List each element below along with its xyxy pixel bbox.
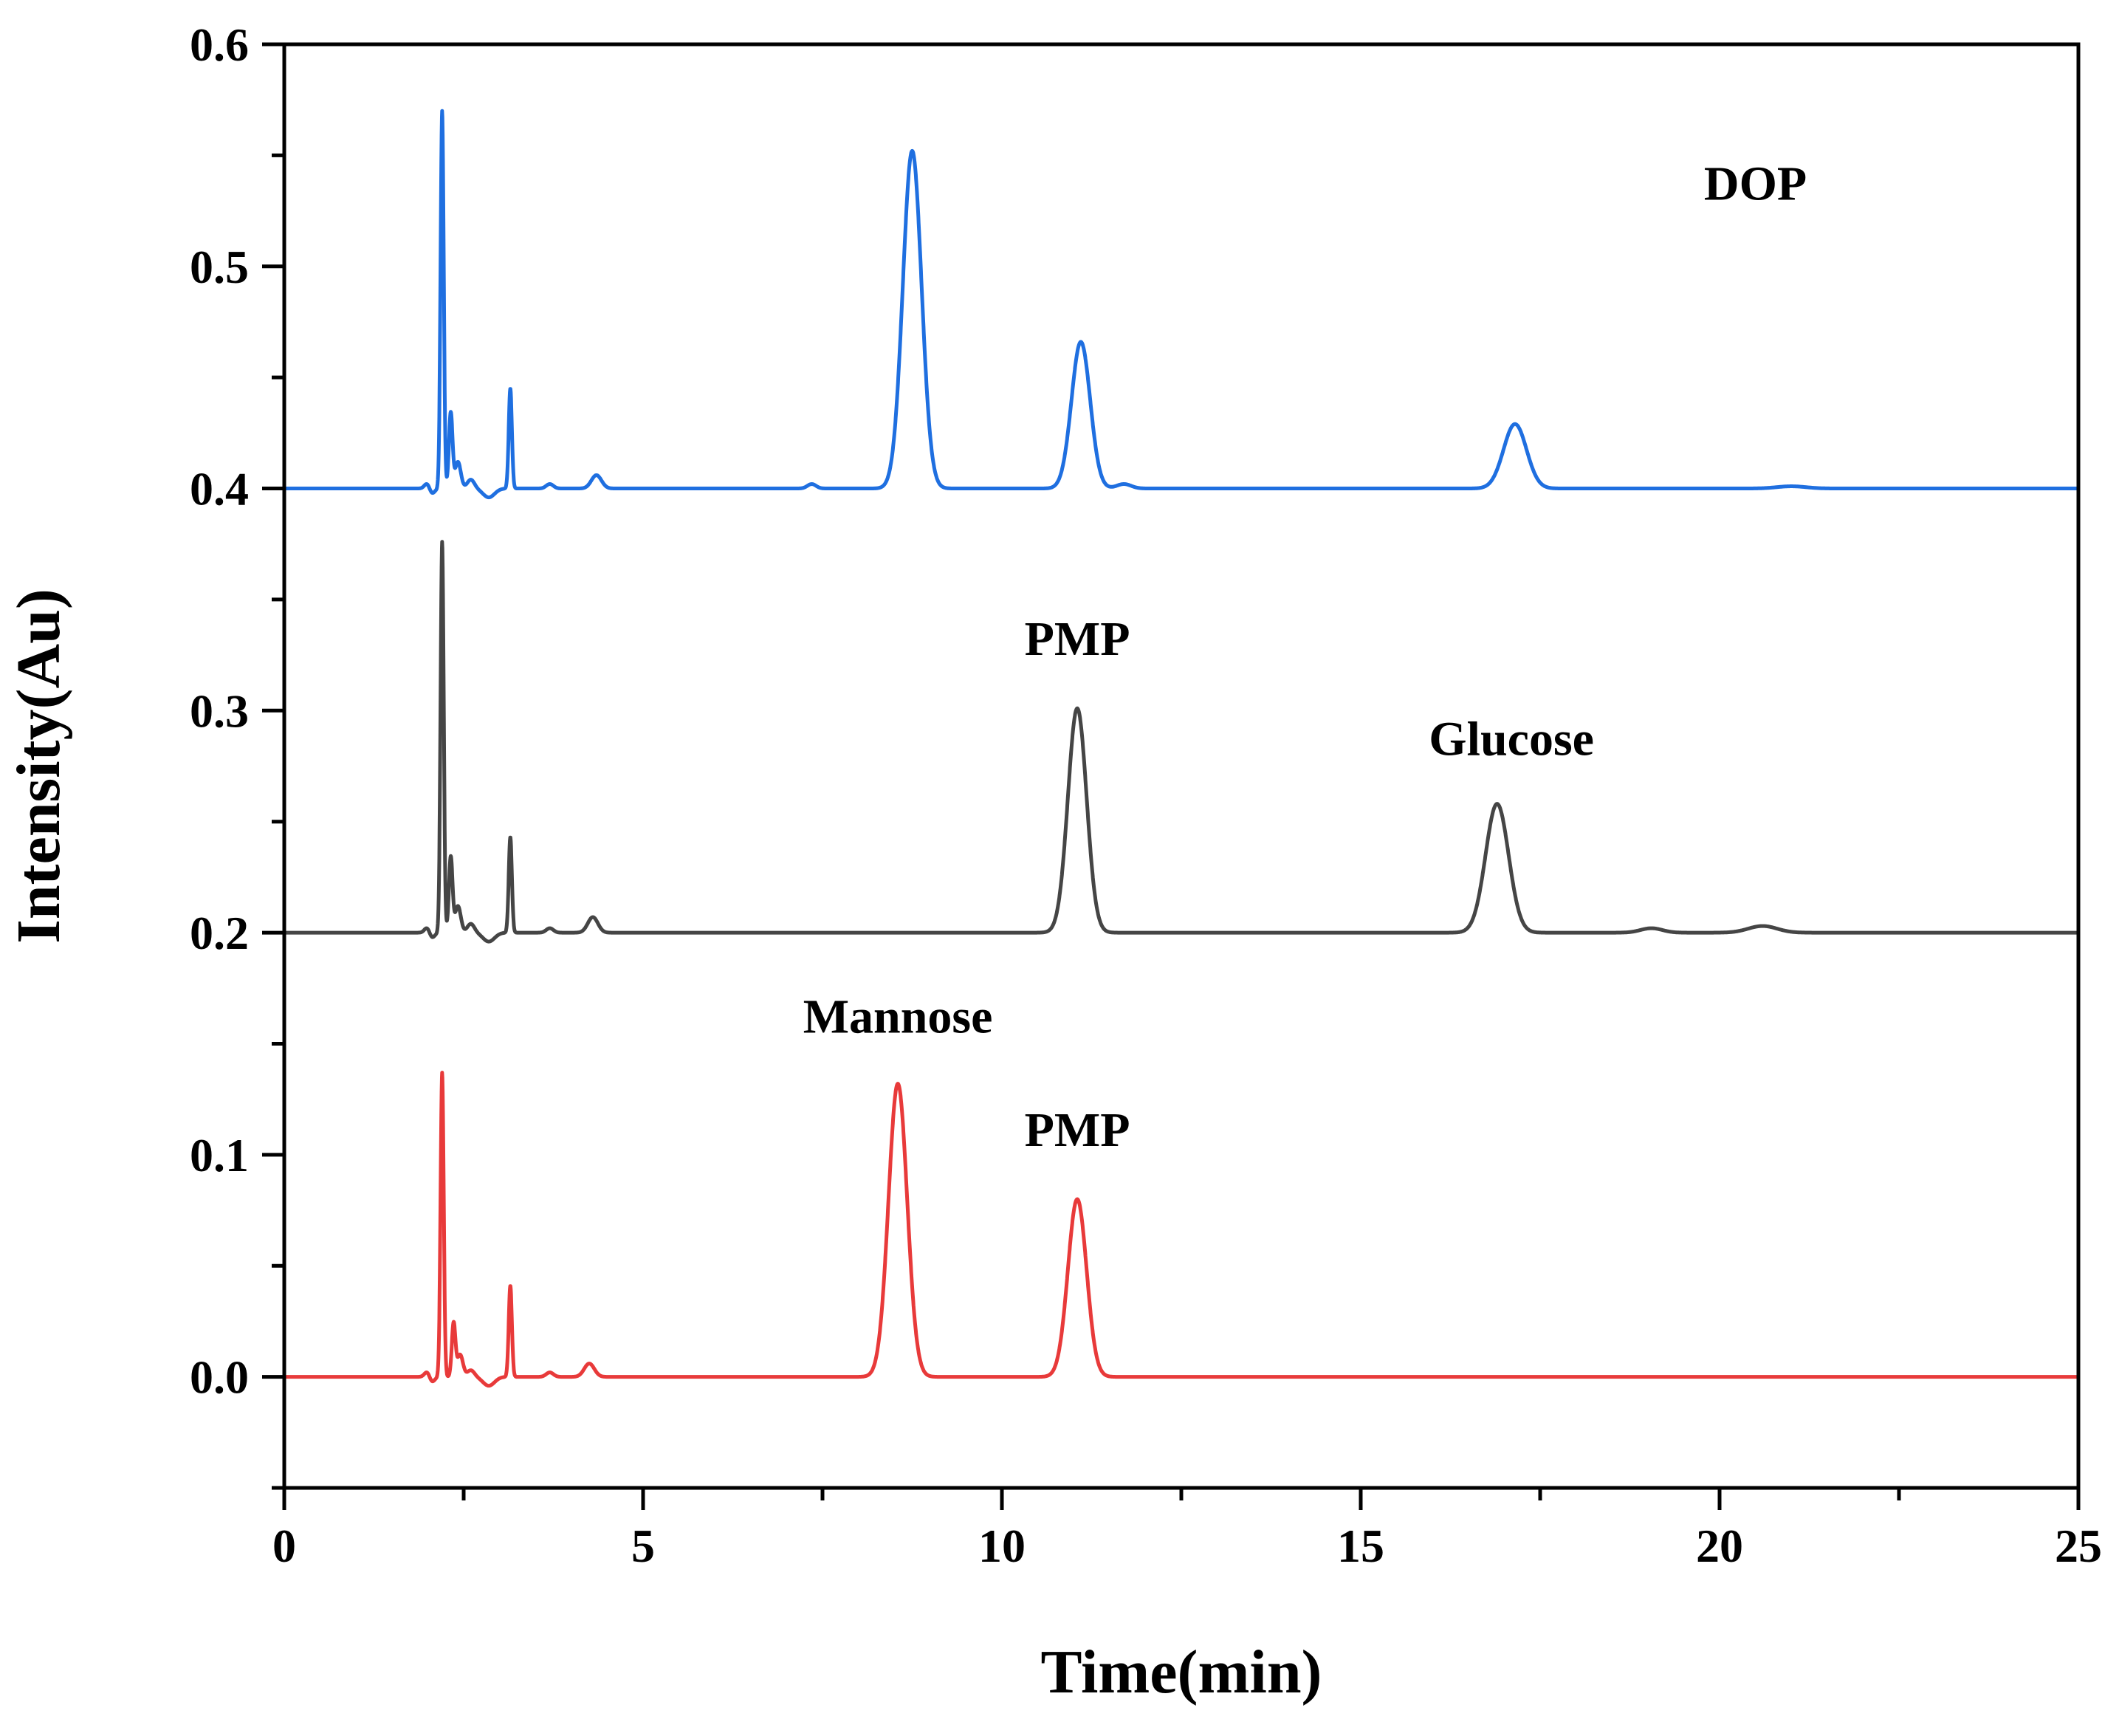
x-tick-label: 25 <box>2055 1520 2102 1572</box>
peak-annotation: Mannose <box>803 989 993 1043</box>
plot-frame <box>282 42 2081 1490</box>
x-tick-label: 10 <box>978 1520 1026 1572</box>
x-tick-label: 20 <box>1696 1520 1743 1572</box>
annotation-layer: DOP PMP Glucose Mannose PMP <box>803 157 1807 1157</box>
y-tick-label: 0.6 <box>190 18 249 71</box>
y-tick-label: 0.5 <box>190 241 249 293</box>
x-tick-label: 0 <box>272 1520 296 1572</box>
peak-annotation: Glucose <box>1429 712 1594 766</box>
peak-annotation: DOP <box>1704 157 1807 211</box>
y-tick-label: 0.2 <box>190 907 249 959</box>
peak-annotation: PMP <box>1025 1103 1130 1157</box>
labels-layer: 0 5 10 15 20 25 0.0 0.1 0.2 0.3 0.4 0.5 0.6 <box>190 18 2102 1572</box>
y-tick-label: 0.1 <box>190 1129 249 1181</box>
x-tick-label: 15 <box>1337 1520 1384 1572</box>
series-line-2 <box>282 540 2081 944</box>
peak-annotation: PMP <box>1025 612 1130 666</box>
y-tick-label: 0.3 <box>190 685 249 737</box>
y-tick-label: 0.4 <box>190 463 249 515</box>
y-tick-label: 0.0 <box>190 1351 249 1404</box>
x-tick-label: 5 <box>631 1520 655 1572</box>
series-layer <box>282 109 2081 1388</box>
series-line-3 <box>282 1071 2081 1388</box>
y-axis-title: Intensity(Au) <box>4 589 73 944</box>
x-axis-title: Time(min) <box>1040 1638 1322 1706</box>
series-line-1 <box>282 109 2081 500</box>
ticks-layer <box>262 42 2081 1510</box>
